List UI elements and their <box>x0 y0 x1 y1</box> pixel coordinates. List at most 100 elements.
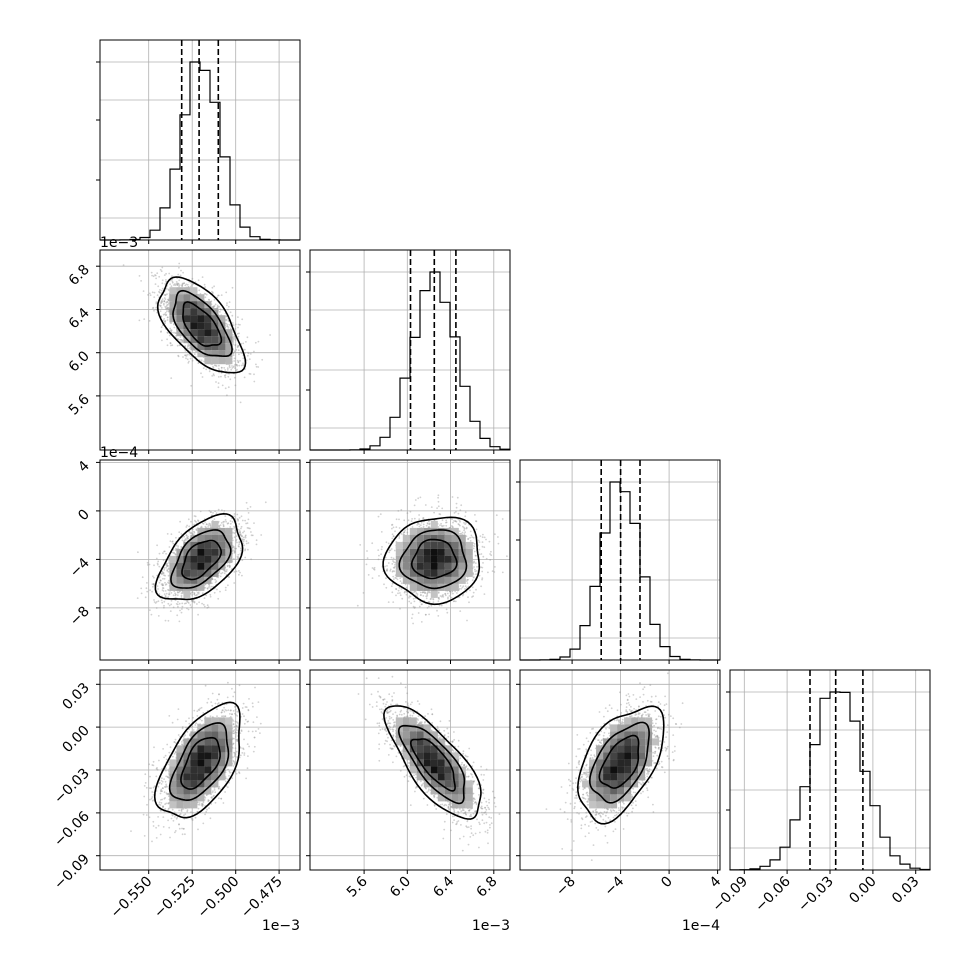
sample-point <box>233 351 236 354</box>
density-cell <box>183 590 191 598</box>
sample-point <box>242 364 245 366</box>
sample-point <box>210 511 212 513</box>
sample-point <box>181 608 183 610</box>
sample-point <box>170 329 172 331</box>
sample-point <box>183 535 185 538</box>
sample-point <box>222 524 225 527</box>
sample-point <box>223 572 226 575</box>
sample-point <box>157 285 160 288</box>
sample-point <box>190 606 193 609</box>
sample-point <box>225 322 228 325</box>
sample-point <box>242 536 245 539</box>
sample-point <box>151 590 153 593</box>
sample-point <box>213 305 216 307</box>
sample-point <box>167 298 170 301</box>
sample-point <box>170 377 173 379</box>
density-cell <box>190 308 198 316</box>
sample-point <box>178 262 181 265</box>
density-cell <box>169 555 177 563</box>
sample-point <box>167 588 169 591</box>
sample-point <box>141 576 144 579</box>
sample-point <box>161 300 163 302</box>
sample-point <box>185 357 187 360</box>
sample-point <box>229 327 232 330</box>
sample-point <box>157 600 160 603</box>
sample-point <box>233 365 236 367</box>
sample-point <box>156 544 158 547</box>
density-cell <box>204 548 212 556</box>
sample-point <box>234 367 236 369</box>
sample-point <box>175 544 178 547</box>
sample-point <box>249 373 252 375</box>
sample-point <box>231 367 234 369</box>
sample-point <box>244 352 247 354</box>
sample-point <box>170 603 173 606</box>
sample-point <box>190 520 192 523</box>
sample-point <box>191 594 194 596</box>
sample-point <box>235 363 238 366</box>
sample-point <box>211 286 214 289</box>
sample-point <box>168 334 171 337</box>
sample-point <box>213 591 216 594</box>
sample-point <box>236 345 239 348</box>
sample-point <box>218 364 220 367</box>
sample-point <box>206 604 209 607</box>
sample-point <box>229 311 232 314</box>
sample-point <box>160 326 163 329</box>
sample-point <box>243 544 246 547</box>
sample-point <box>232 343 235 345</box>
sample-point <box>203 283 206 286</box>
sample-point <box>238 545 240 548</box>
sample-point <box>232 354 235 356</box>
sample-point <box>246 507 249 510</box>
sample-point <box>233 536 236 539</box>
sample-point <box>207 526 209 528</box>
sample-point <box>193 353 196 356</box>
sample-point <box>239 571 241 574</box>
sample-point <box>237 323 240 326</box>
sample-point <box>247 542 250 544</box>
sample-point <box>180 533 183 535</box>
sample-point <box>197 613 199 616</box>
sample-point <box>214 581 217 584</box>
sample-point <box>191 600 194 602</box>
sample-point <box>162 313 165 316</box>
sample-point <box>166 569 169 572</box>
sample-point <box>238 516 241 519</box>
sample-point <box>166 338 168 341</box>
sample-point <box>163 577 166 580</box>
sample-point <box>165 308 167 310</box>
sample-point <box>233 582 236 584</box>
sample-point <box>185 283 188 286</box>
sample-point <box>176 282 179 285</box>
sample-point <box>177 284 179 286</box>
sample-point <box>215 512 218 515</box>
sample-point <box>181 592 184 595</box>
sample-point <box>233 513 236 515</box>
sample-point <box>240 351 242 354</box>
sample-point <box>220 522 223 524</box>
density-cell <box>197 548 205 556</box>
sample-point <box>213 364 216 367</box>
y-tick-label: 6.4 <box>66 305 93 332</box>
sample-point <box>208 370 211 373</box>
sample-point <box>239 533 242 535</box>
sample-point <box>245 501 248 504</box>
sample-point <box>166 316 169 319</box>
sample-point <box>257 340 260 343</box>
sample-point <box>242 342 245 345</box>
sample-point <box>152 585 154 588</box>
sample-point <box>233 548 236 550</box>
sample-point <box>232 341 235 343</box>
sample-point <box>185 355 188 357</box>
sample-point <box>173 326 176 329</box>
sample-point <box>197 592 200 595</box>
sample-point <box>229 522 232 525</box>
sample-point <box>220 309 222 311</box>
sample-point <box>163 300 166 303</box>
sample-point <box>171 344 174 347</box>
sample-point <box>205 293 208 296</box>
density-cell <box>190 562 198 570</box>
sample-point <box>234 384 237 387</box>
sample-point <box>163 274 166 276</box>
